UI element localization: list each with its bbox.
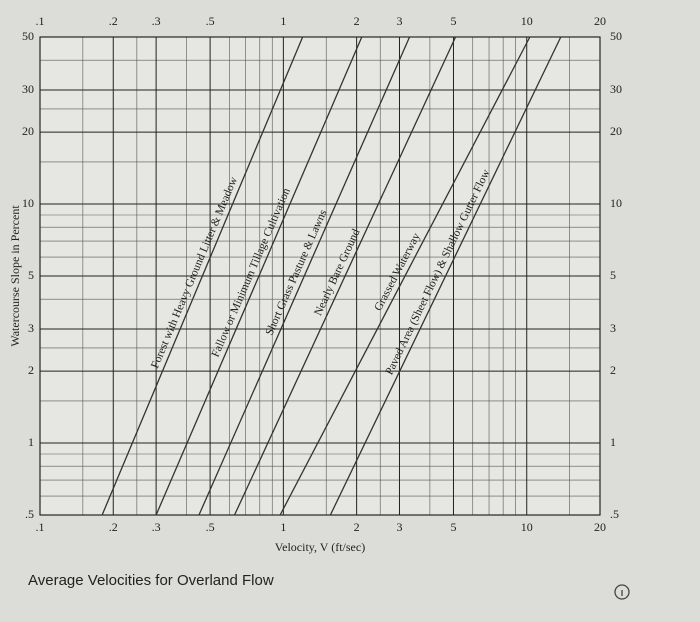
x-tick-label: .5: [206, 520, 215, 534]
x-tick-label-top: .5: [206, 14, 215, 28]
x-tick-label: .2: [109, 520, 118, 534]
x-tick-label-top: 10: [521, 14, 533, 28]
series-line: [233, 36, 457, 516]
series-line: [198, 36, 411, 516]
info-icon[interactable]: [614, 584, 630, 600]
y-tick-label-right: 10: [610, 196, 622, 210]
x-tick-label-top: .3: [152, 14, 161, 28]
x-tick-label-top: .2: [109, 14, 118, 28]
y-tick-label-right: 30: [610, 82, 622, 96]
x-tick-label: 5: [450, 520, 456, 534]
x-tick-label-top: 5: [450, 14, 456, 28]
y-axis-label: Watercourse Slope in Percent: [8, 205, 22, 347]
y-tick-label: 50: [22, 29, 34, 43]
x-tick-label-top: 2: [354, 14, 360, 28]
y-tick-label-right: 20: [610, 124, 622, 138]
y-tick-label-right: 5: [610, 268, 616, 282]
y-tick-label-right: 3: [610, 321, 616, 335]
series-line: [329, 36, 562, 516]
series-line: [279, 36, 531, 516]
x-axis-label: Velocity, V (ft/sec): [275, 540, 365, 554]
series-line: [101, 36, 304, 516]
x-tick-label: 20: [594, 520, 606, 534]
y-tick-label-right: .5: [610, 507, 619, 521]
y-tick-label-right: 2: [610, 363, 616, 377]
y-tick-label: 1: [28, 435, 34, 449]
y-tick-label: 3: [28, 321, 34, 335]
x-tick-label-top: 20: [594, 14, 606, 28]
x-tick-label-top: 3: [396, 14, 402, 28]
x-tick-label: .1: [36, 520, 45, 534]
x-tick-label-top: .1: [36, 14, 45, 28]
x-tick-label: 2: [354, 520, 360, 534]
x-tick-label: .3: [152, 520, 161, 534]
series-line: [155, 36, 363, 516]
y-tick-label: .5: [25, 507, 34, 521]
caption: Average Velocities for Overland Flow: [28, 572, 274, 589]
y-tick-label: 30: [22, 82, 34, 96]
x-tick-label: 1: [280, 520, 286, 534]
y-tick-label: 10: [22, 196, 34, 210]
x-tick-label: 3: [396, 520, 402, 534]
y-tick-label: 2: [28, 363, 34, 377]
y-tick-label: 20: [22, 124, 34, 138]
y-tick-label-right: 50: [610, 29, 622, 43]
y-tick-label-right: 1: [610, 435, 616, 449]
x-tick-label-top: 1: [280, 14, 286, 28]
x-tick-label: 10: [521, 520, 533, 534]
y-tick-label: 5: [28, 268, 34, 282]
